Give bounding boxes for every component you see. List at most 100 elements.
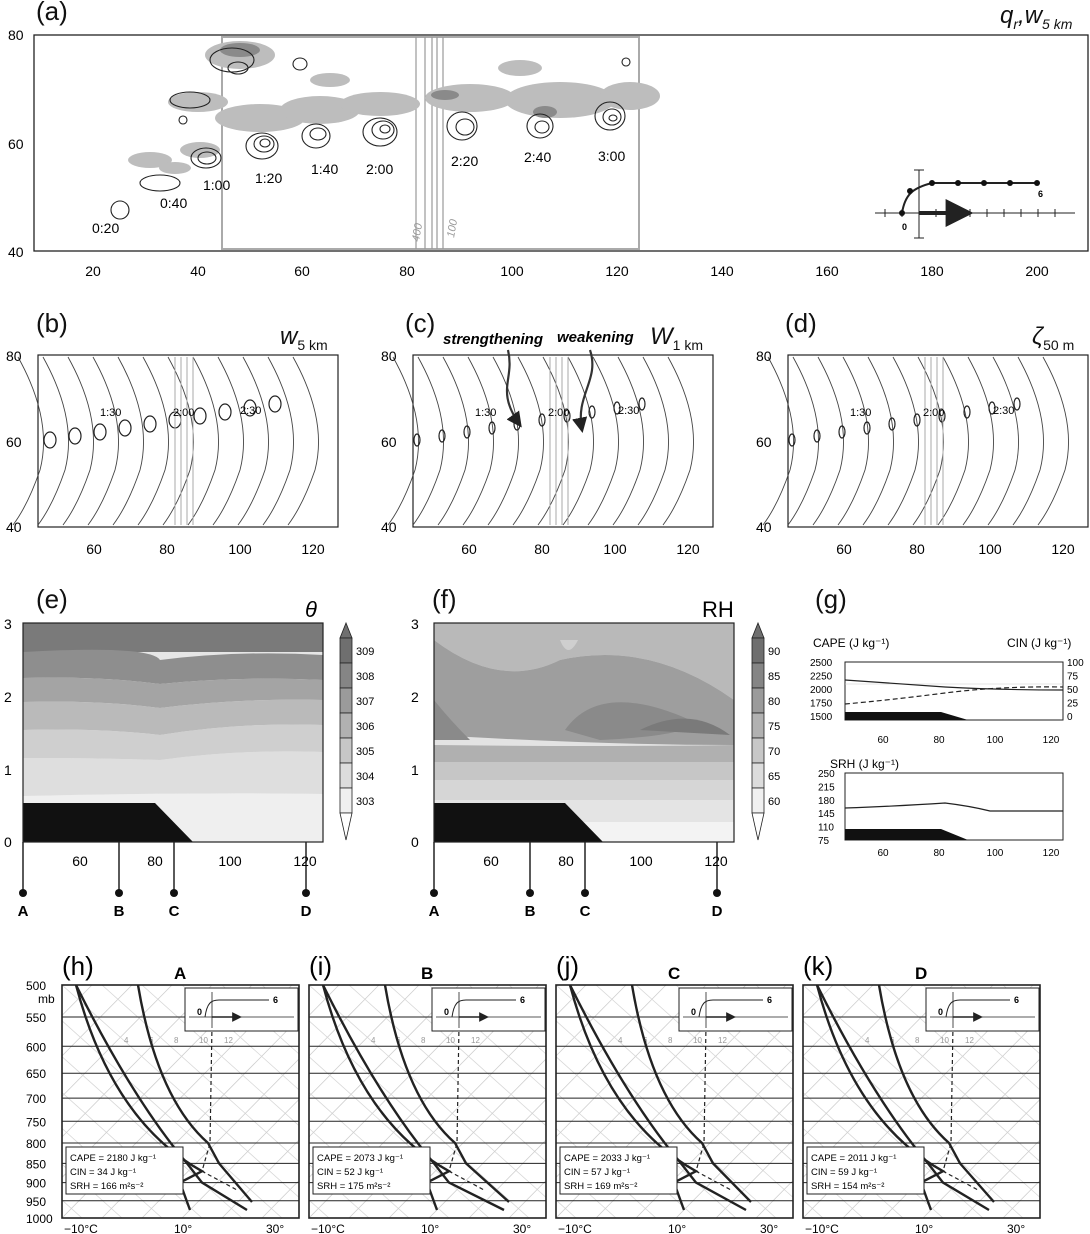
panel-c-title: W1 km: [650, 323, 703, 353]
e-cbar-label: 305: [356, 746, 374, 758]
contour-label-400: 400: [410, 221, 425, 242]
dewpoint-profile: [321, 985, 452, 1211]
b-storm-cell: [268, 395, 282, 413]
e-cbar-label: 308: [356, 671, 374, 683]
mixing-ratio-label: 4: [124, 1036, 129, 1045]
b-storm-cell: [68, 427, 82, 445]
isotherm: [675, 1098, 793, 1218]
b-storm-cell: [193, 407, 207, 425]
mini-hodograph: [678, 987, 793, 1032]
e-cbar-seg: [339, 662, 353, 689]
e-ytick: 3: [4, 616, 12, 632]
f-xtick: 120: [704, 853, 728, 869]
mixing-ratio-label: 8: [174, 1036, 179, 1045]
b-time-200: 2:00: [173, 407, 194, 419]
g-srh-tick: 215: [818, 782, 835, 793]
dry-adiabat: [309, 1020, 530, 1218]
f-xtick: 100: [629, 853, 653, 869]
temp-label: 30°: [1007, 1222, 1025, 1234]
d-isochrone: [862, 356, 894, 526]
isotherm: [62, 985, 173, 1098]
temp-label: 10°: [421, 1222, 439, 1234]
e-station-label: B: [114, 903, 125, 920]
f-cbar-label: 85: [768, 671, 780, 683]
skewt-panel-label: (j): [556, 951, 579, 981]
d-storm-cell: [863, 421, 871, 435]
d-storm-cell: [913, 413, 921, 427]
a-ytick-40: 40: [8, 244, 24, 260]
g-srh-tick: 110: [818, 823, 834, 834]
hodo-label-0: 0: [691, 1007, 696, 1017]
b-isochrone: [87, 356, 119, 526]
mixing-ratio-label: 12: [224, 1036, 233, 1045]
dewpoint-profile: [815, 985, 946, 1211]
a-xtick-80: 80: [399, 263, 415, 279]
dry-adiabat: [556, 985, 793, 1198]
d-xtick: 80: [909, 541, 925, 557]
pressure-label: 750: [26, 1115, 46, 1129]
f-cbar-seg: [751, 762, 765, 789]
annot-strengthening: strengthening: [443, 331, 543, 348]
f-station-label: B: [525, 903, 536, 920]
isotherm: [221, 1139, 299, 1218]
g-cape-tick: 1750: [810, 699, 833, 710]
pressure-label: 550: [26, 1011, 46, 1025]
c-isochrone: [587, 356, 619, 526]
isotherm: [556, 985, 707, 1138]
e-title: θ: [305, 597, 317, 622]
g-srh-tick: 75: [818, 836, 830, 847]
hodo-a-label-6: 6: [1038, 189, 1043, 199]
temperature-profile: [136, 985, 253, 1203]
c-storm-cell: [613, 401, 621, 415]
f-axes: 3 2 1 0 60 80 100 120 RH: [411, 597, 734, 869]
isotherm: [962, 1139, 1040, 1218]
parcel-trace: [695, 1024, 732, 1191]
time-label-0020: 0:20: [92, 220, 119, 236]
skewt-frame: [555, 984, 794, 1219]
g-srh-tick: 145: [818, 809, 835, 820]
temp-label: 30°: [266, 1222, 284, 1234]
parcel-trace: [201, 1024, 238, 1191]
f-cbar-seg: [751, 737, 765, 764]
skewt-frame: [308, 984, 547, 1219]
dry-adiabat: [62, 1020, 283, 1218]
g-srh-label: SRH (J kg⁻¹): [830, 757, 899, 771]
c-time-230: 2:30: [618, 405, 639, 417]
mixing-ratio-label: 4: [618, 1036, 623, 1045]
dry-adiabat: [803, 985, 1040, 1198]
f-ytick: 3: [411, 616, 419, 632]
dry-adiabat: [0, 985, 2, 1218]
c-isochrone: [562, 356, 594, 526]
panel-e-label: (e): [36, 584, 68, 614]
b-isochrone: [137, 356, 169, 526]
a-xtick-40: 40: [190, 263, 206, 279]
hodo-label-0: 0: [197, 1007, 202, 1017]
d-storm-cell: [988, 401, 996, 415]
e-xtick: 60: [72, 853, 88, 869]
f-cbar-seg: [751, 637, 765, 664]
c-isochrone: [412, 356, 444, 526]
d-xtick: 120: [1051, 541, 1075, 557]
e-station-dot: [19, 889, 27, 897]
c-xtick: 80: [534, 541, 550, 557]
isotherm: [428, 1098, 546, 1218]
e-cbar-label: 306: [356, 721, 374, 733]
c-xtick: 60: [461, 541, 477, 557]
skewt-station-label: A: [174, 964, 186, 983]
e-ytick: 2: [4, 689, 12, 705]
b-isochrone: [112, 356, 144, 526]
f-cbar-label: 80: [768, 696, 780, 708]
pressure-label: 800: [26, 1137, 46, 1151]
g-xtick: 100: [987, 848, 1004, 859]
f-cbar-label: 70: [768, 746, 780, 758]
hodo-label-0: 0: [444, 1007, 449, 1017]
d-isochrone: [987, 356, 1019, 526]
time-label-0240: 2:40: [524, 149, 551, 165]
time-label-0220: 2:20: [451, 153, 478, 169]
temp-label: 10°: [668, 1222, 686, 1234]
d-isochrone: [1012, 356, 1044, 526]
